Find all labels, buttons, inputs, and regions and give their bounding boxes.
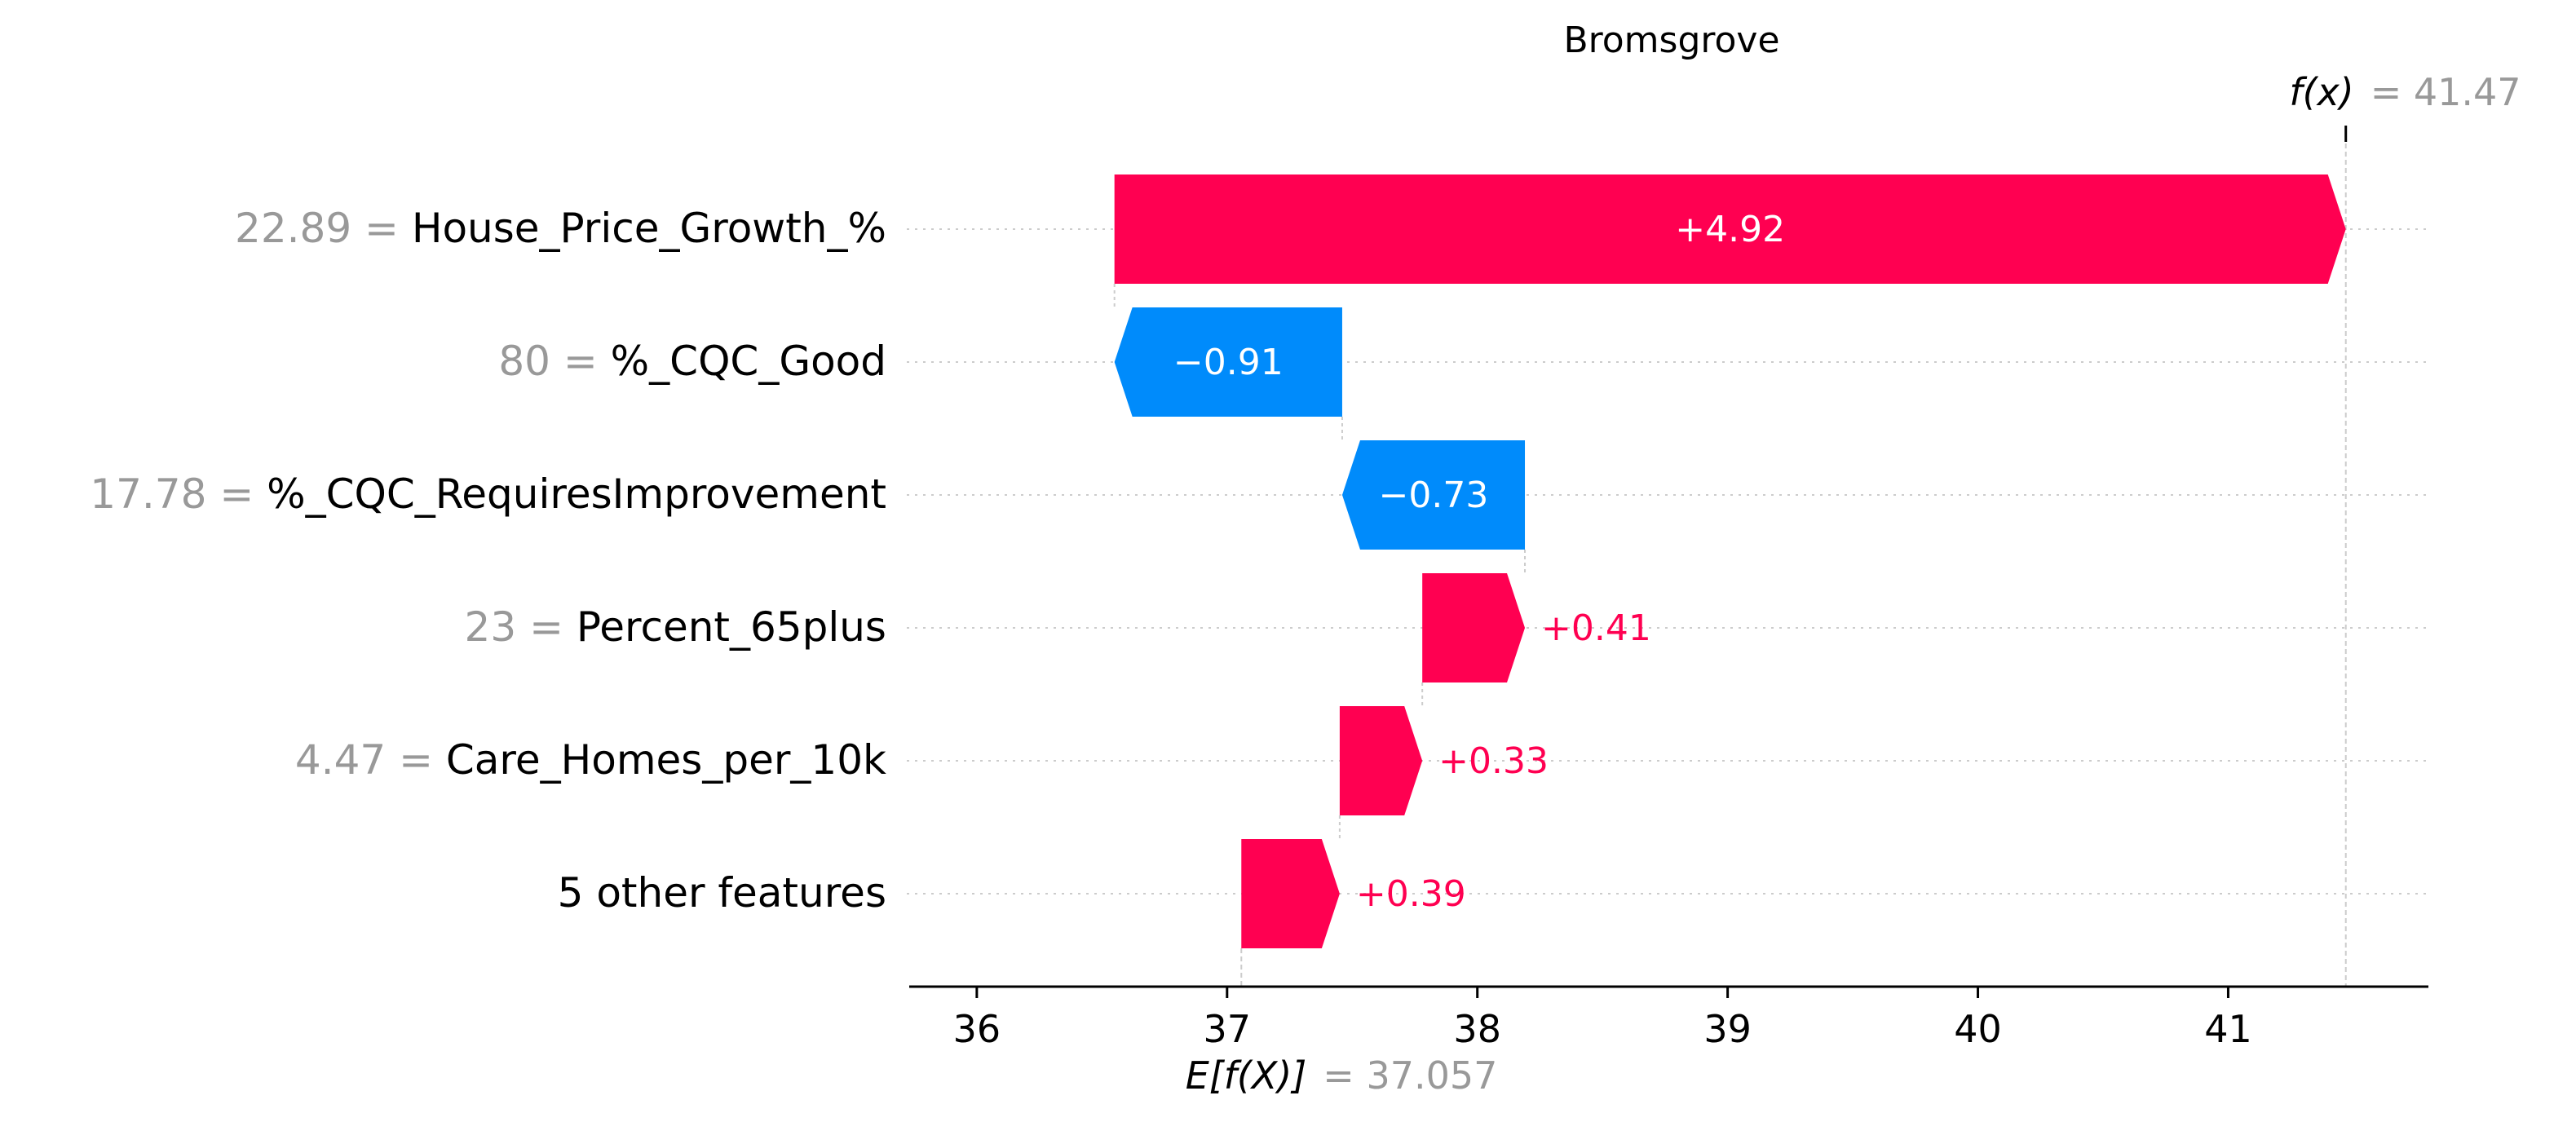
chart-title: Bromsgrove (1563, 20, 1779, 61)
x-tick-label: 38 (1453, 1007, 1501, 1051)
equals-sign: = (206, 470, 267, 518)
output-value-text: = 41.47 (2371, 70, 2521, 114)
negative-contribution-bar (1341, 440, 1526, 550)
feature-name: Percent_65plus (577, 603, 886, 651)
feature-name: %_CQC_Good (611, 338, 886, 385)
feature-value: 17.78 (90, 470, 206, 518)
equals-sign: = (550, 338, 611, 385)
x-tick-label: 40 (1954, 1007, 2002, 1051)
negative-contribution-bar (1114, 307, 1342, 417)
connector-lines (1113, 126, 2348, 987)
equals-sign: = (351, 205, 412, 252)
x-axis: 36 37 38 39 40 41 (909, 985, 2428, 1051)
base-value-label: E[f(X)] (1186, 1054, 1307, 1098)
feature-label: 17.78 = %_CQC_RequiresImprovement (90, 470, 886, 518)
feature-label: 80 = %_CQC_Good (498, 338, 886, 385)
positive-contribution-bar (1339, 706, 1423, 815)
x-tick-label: 36 (953, 1007, 1001, 1051)
feature-label: 5 other features (558, 869, 886, 917)
equals-sign: = (386, 736, 446, 784)
x-tick-label: 37 (1204, 1007, 1252, 1051)
x-tick-label: 39 (1703, 1007, 1752, 1051)
equals-sign: = (516, 603, 577, 651)
positive-contribution-bar (1422, 573, 1526, 682)
contribution-label: +4.92 (1675, 209, 1785, 250)
positive-contribution-bar (1241, 839, 1340, 948)
feature-name: 5 other features (558, 869, 886, 917)
feature-label: 23 = Percent_65plus (465, 603, 886, 651)
feature-value: 80 (498, 338, 550, 385)
feature-value: 23 (465, 603, 517, 651)
contribution-label: +0.33 (1438, 740, 1549, 782)
feature-value: 4.47 (295, 736, 386, 784)
contribution-bars: +4.92 −0.91 −0.73 +0.41 +0.33 +0.39 (1114, 174, 2346, 948)
annotations: E[f(X)] = 37.057 f(x) = 41.47 (1186, 70, 2521, 1098)
positive-contribution-bar (1114, 174, 2346, 284)
contribution-label: −0.73 (1379, 475, 1489, 516)
base-value-text: = 37.057 (1323, 1054, 1497, 1098)
contribution-label: +0.41 (1541, 607, 1651, 649)
feature-name: %_CQC_RequiresImprovement (267, 470, 886, 518)
contribution-label: −0.91 (1173, 342, 1284, 383)
output-value-label: f(x) (2289, 70, 2353, 114)
feature-name: Care_Homes_per_10k (446, 736, 886, 784)
contribution-label: +0.39 (1356, 873, 1466, 915)
feature-label: 22.89 = House_Price_Growth_% (235, 205, 886, 252)
feature-value: 22.89 (235, 205, 351, 252)
x-tick-label: 41 (2204, 1007, 2252, 1051)
feature-name: House_Price_Growth_% (412, 205, 886, 252)
feature-label: 4.47 = Care_Homes_per_10k (295, 736, 886, 784)
feature-labels: 22.89 = House_Price_Growth_% 80 = %_CQC_G… (90, 205, 886, 917)
